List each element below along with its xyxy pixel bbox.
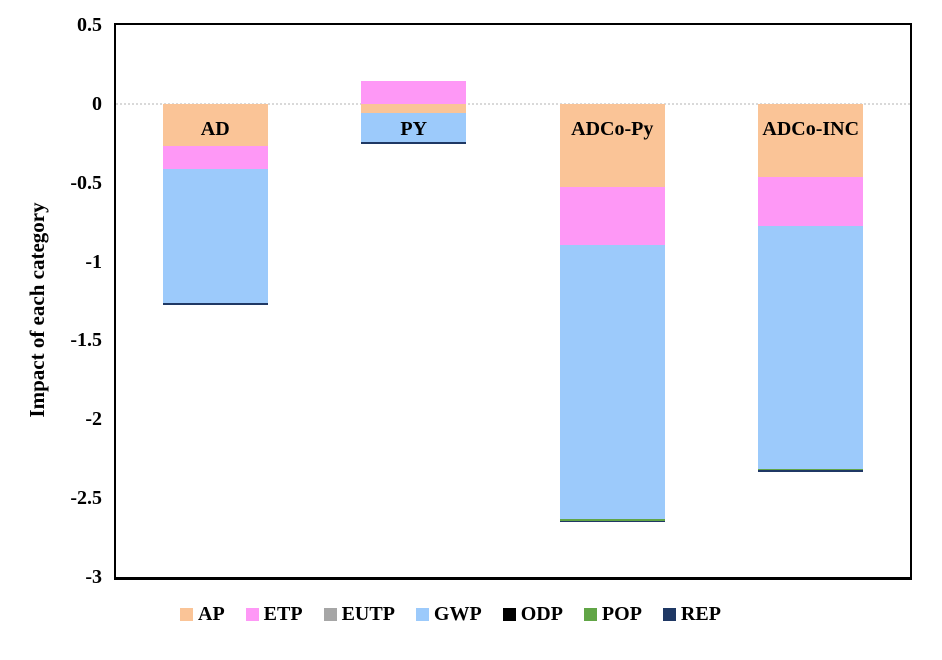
bar-segment-etp-py — [361, 80, 467, 104]
y-tick-label: -1 — [85, 250, 102, 273]
bar-segment-pop-adco-inc — [758, 469, 864, 471]
y-tick-label: -2 — [85, 408, 102, 431]
legend: AP ETP EUTP GWP ODP POP REP — [180, 601, 721, 627]
bar-segment-ap-py — [361, 103, 467, 113]
bar-segment-etp-ad — [162, 146, 268, 170]
plot-border — [114, 23, 912, 580]
y-tick-label: 0.5 — [77, 14, 102, 36]
category-label-adco-py: ADCo-Py — [571, 118, 654, 140]
bar-segment-ap-adco-inc — [758, 103, 864, 177]
legend-swatch-ap-icon — [180, 607, 193, 621]
category-label-adco-inc: ADCo-INC — [762, 118, 860, 140]
legend-item-ap: AP — [180, 601, 225, 627]
category-label-ad: AD — [200, 118, 230, 140]
bar-segment-gwp-adco-py — [559, 245, 665, 519]
legend-swatch-pop-icon — [583, 607, 597, 621]
y-tick-label: 0 — [92, 92, 102, 115]
y-tick-label: -2.5 — [70, 487, 102, 510]
zero-gridline — [116, 102, 910, 105]
bar-segment-gwp-adco-inc — [758, 226, 864, 470]
legend-label-odp: ODP — [520, 603, 563, 625]
bar-segment-etp-adco-inc — [758, 176, 864, 227]
y-axis-title: Impact of each category — [25, 202, 49, 418]
category-label-py: PY — [400, 118, 428, 140]
legend-swatch-eutp-icon — [323, 607, 337, 621]
legend-swatch-rep-icon — [662, 607, 676, 621]
legend-label-etp: ETP — [263, 603, 303, 625]
legend-item-gwp: GWP — [415, 601, 482, 627]
legend-item-eutp: EUTP — [323, 601, 395, 627]
bar-segment-etp-adco-py — [559, 186, 665, 246]
legend-label-rep: REP — [680, 603, 721, 625]
legend-swatch-odp-icon — [502, 607, 516, 621]
bar-segment-gwp-py — [361, 112, 467, 143]
legend-item-pop: POP — [583, 601, 642, 627]
legend-label-eutp: EUTP — [341, 603, 395, 625]
legend-swatch-gwp-icon — [415, 607, 429, 621]
legend-label-ap: AP — [198, 603, 225, 625]
legend-label-gwp: GWP — [433, 603, 482, 625]
bar-segment-ap-ad — [162, 103, 268, 147]
bar-segment-rep-ad — [162, 303, 268, 306]
bar-segment-rep-adco-py — [559, 520, 665, 523]
bar-segment-gwp-ad — [162, 169, 268, 304]
y-tick-label: -3 — [85, 566, 102, 588]
legend-item-rep: REP — [662, 601, 721, 627]
y-tick-label: -0.5 — [70, 171, 102, 194]
legend-label-pop: POP — [601, 603, 642, 625]
bar-segment-rep-adco-inc — [758, 470, 864, 473]
bar-segment-pop-adco-py — [559, 518, 665, 521]
bar-segment-ap-adco-py — [559, 103, 665, 187]
bar-segment-rep-py — [361, 142, 467, 145]
y-tick-label: -1.5 — [70, 329, 102, 352]
legend-swatch-etp-icon — [245, 607, 259, 621]
legend-item-odp: ODP — [502, 601, 563, 627]
legend-item-etp: ETP — [245, 601, 303, 627]
